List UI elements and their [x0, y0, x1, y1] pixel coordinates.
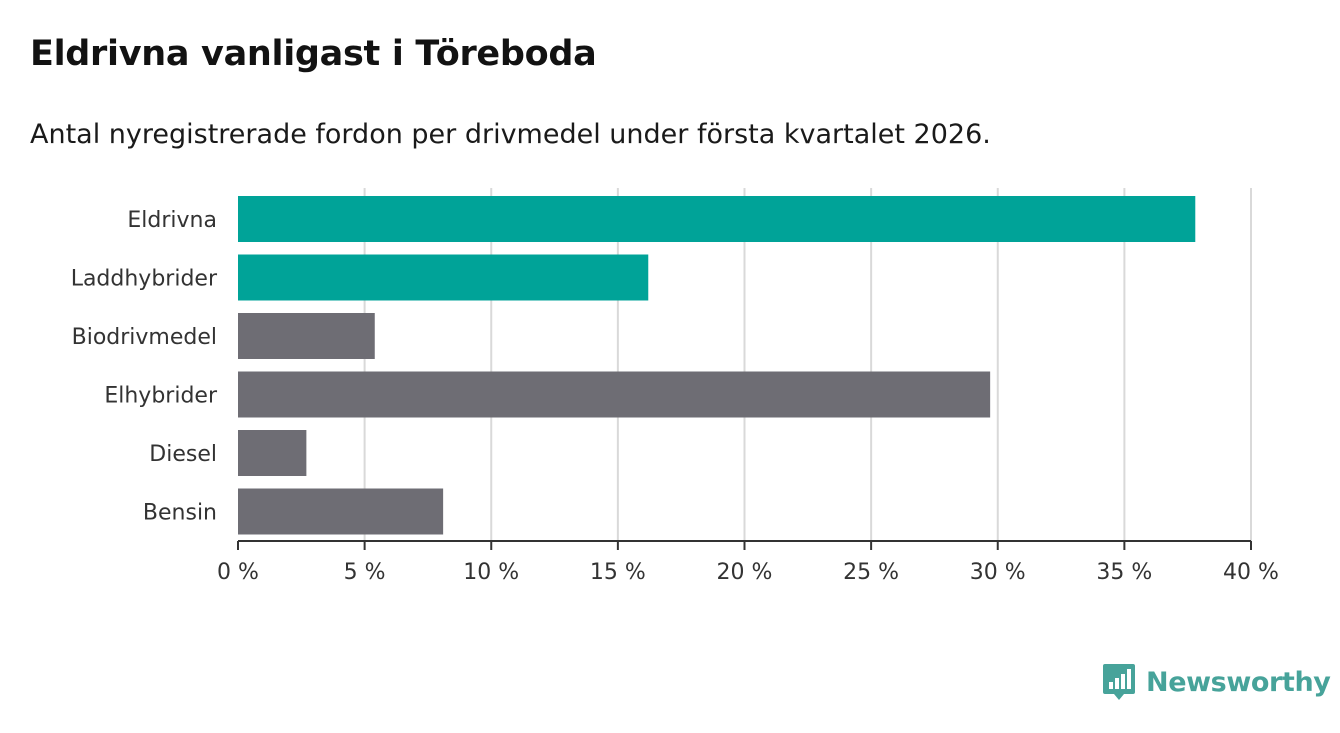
category-label: Elhybrider: [104, 384, 218, 409]
x-axis: 0 % 5 % 10 % 15 % 20 % 25 % 30 % 35 % 40 %: [217, 540, 1279, 585]
category-label: Bensin: [143, 501, 217, 526]
category-label: Biodrivmedel: [72, 325, 217, 350]
bar-chart-icon: [1103, 664, 1135, 700]
category-label: Laddhybrider: [71, 267, 218, 292]
category-label: Eldrivna: [127, 208, 217, 233]
bar: [238, 430, 307, 476]
x-tick-label: 0 %: [217, 560, 259, 585]
grid-lines: [363, 188, 1252, 541]
x-tick-label: 40 %: [1223, 560, 1279, 585]
x-tick-label: 25 %: [843, 560, 899, 585]
bar: [238, 488, 444, 535]
x-tick-label: 15 %: [590, 560, 646, 585]
x-tick-label: 30 %: [970, 560, 1026, 585]
bar: [238, 196, 1196, 242]
brand-name: Newsworthy: [1146, 666, 1331, 698]
x-tick-label: 10 %: [463, 560, 519, 585]
x-tick-label: 35 %: [1096, 560, 1152, 585]
bar: [238, 254, 649, 301]
chart-subtitle: Antal nyregistrerade fordon per drivmede…: [30, 119, 991, 150]
bars: [238, 196, 1196, 535]
x-tick-label: 5 %: [344, 560, 386, 585]
bar: [238, 371, 991, 418]
newsworthy-logo: Newsworthy: [1102, 660, 1331, 704]
x-tick-label: 20 %: [717, 560, 773, 585]
chart-title: Eldrivna vanligast i Töreboda: [30, 34, 597, 74]
category-labels: Eldrivna Laddhybrider Biodrivmedel Elhybrid…: [71, 208, 218, 526]
category-label: Diesel: [149, 442, 217, 467]
bar: [238, 313, 375, 359]
